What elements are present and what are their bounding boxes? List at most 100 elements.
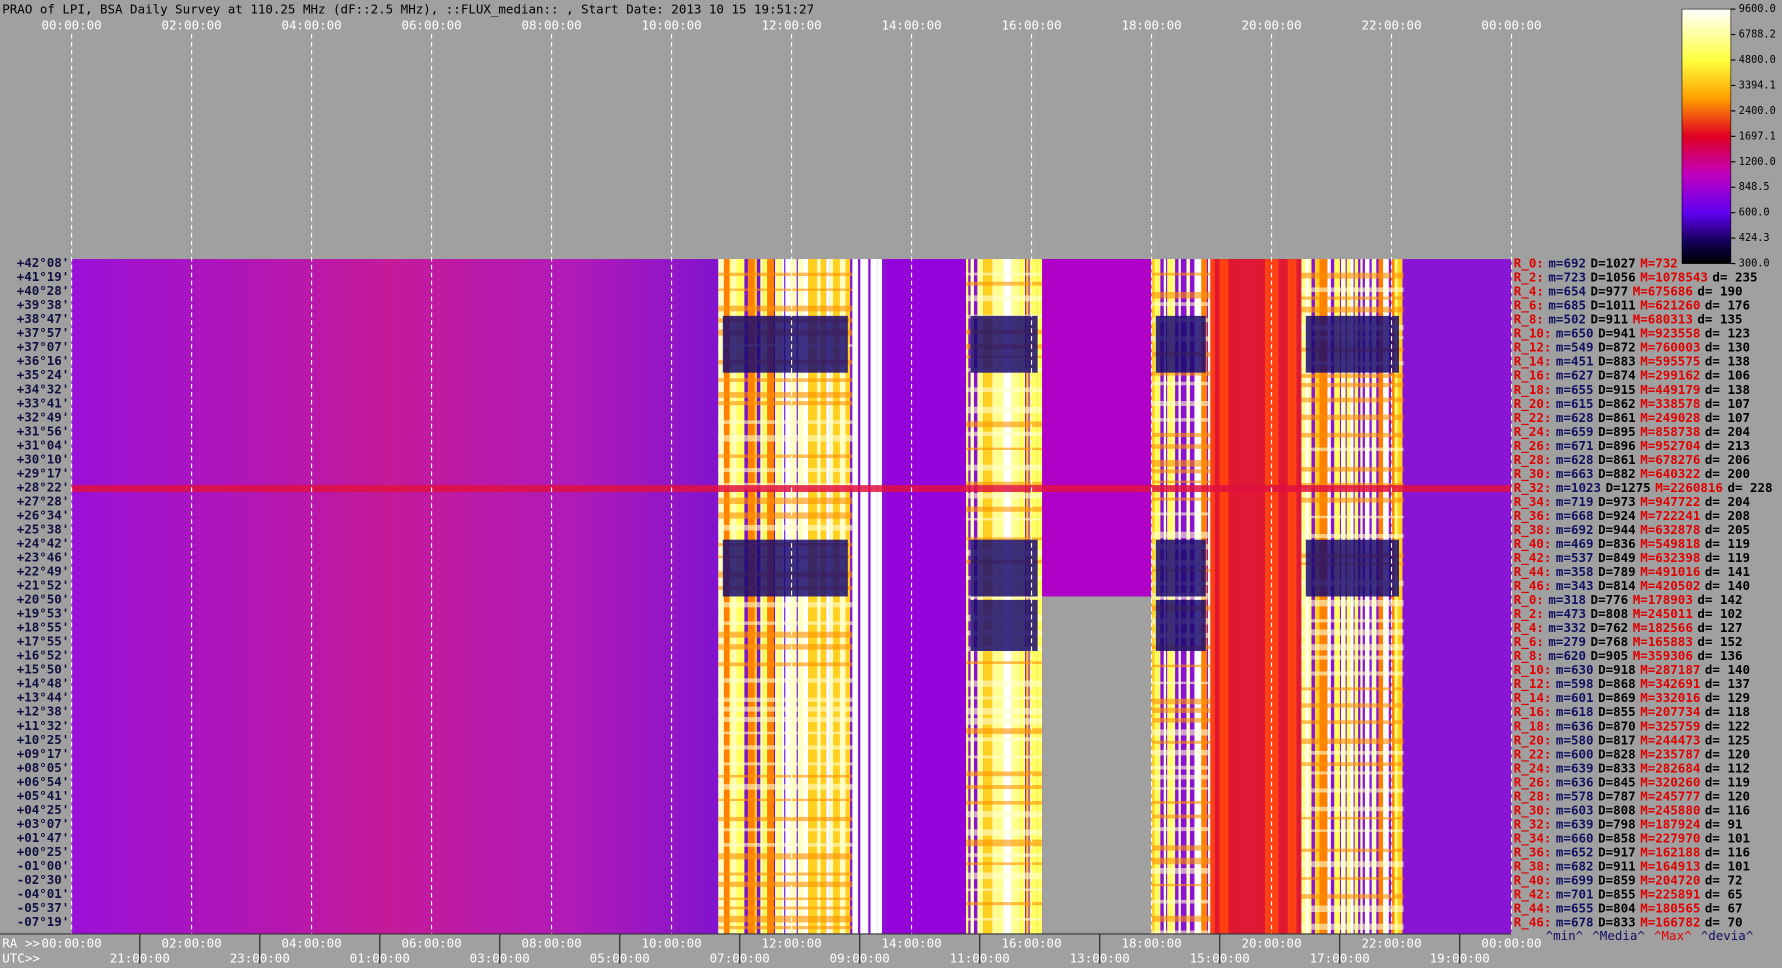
colorbar-label: 1697.1 xyxy=(1739,131,1776,142)
stat: d= 152 xyxy=(1697,634,1742,649)
colorbar-label: 300.0 xyxy=(1739,259,1770,270)
stat: R_24: xyxy=(1514,760,1552,776)
declination: +04°25' xyxy=(17,802,70,817)
stat: D=861 xyxy=(1598,409,1636,424)
stat: M=621260 xyxy=(1640,297,1700,312)
stat: d= 200 xyxy=(1705,465,1750,480)
utc-tick-label: 09:00:00 xyxy=(830,950,890,965)
hband xyxy=(1301,687,1404,691)
stat: d= 125 xyxy=(1705,732,1750,747)
stat: m=719 xyxy=(1556,493,1594,508)
stripe xyxy=(1237,259,1243,934)
stat: R_30: xyxy=(1514,802,1552,818)
stat: R_20: xyxy=(1514,732,1552,748)
stat: M=282684 xyxy=(1640,760,1700,775)
stat: m=654 xyxy=(1548,283,1586,298)
hband xyxy=(1301,905,1404,913)
stat: D=1056 xyxy=(1591,269,1636,284)
stat: R_22: xyxy=(1514,409,1552,425)
stat: R_26: xyxy=(1514,774,1552,790)
stripe xyxy=(1269,259,1274,934)
hband xyxy=(718,816,853,822)
declination: +15°50' xyxy=(17,662,70,677)
hband xyxy=(1301,447,1404,452)
hband xyxy=(1301,671,1404,676)
stats-row: R_16: m=618 D=855 M=207734 d= 118 xyxy=(1514,704,1750,720)
hband xyxy=(1151,915,1211,922)
stat: R_8: xyxy=(1514,648,1544,664)
stat: m=318 xyxy=(1548,592,1586,607)
hband xyxy=(1151,868,1211,874)
hband xyxy=(718,906,853,910)
hband xyxy=(966,707,1043,715)
hband xyxy=(718,497,853,505)
hband xyxy=(718,272,853,277)
hband xyxy=(718,915,853,923)
stat: m=615 xyxy=(1556,395,1594,410)
top-tick-label: 14:00:00 xyxy=(881,18,941,33)
declination: +32°49' xyxy=(17,409,70,424)
stat: m=537 xyxy=(1556,550,1594,565)
hband xyxy=(1151,698,1211,705)
hband xyxy=(1151,371,1211,376)
hband xyxy=(718,843,853,847)
hband xyxy=(1301,762,1404,767)
stat: R_12: xyxy=(1514,676,1552,692)
gap xyxy=(1042,596,1152,934)
stat: R_26: xyxy=(1514,437,1552,453)
declination: +22°49' xyxy=(17,564,70,579)
stat: D=789 xyxy=(1598,564,1636,579)
hband xyxy=(1301,750,1404,755)
stat: D=883 xyxy=(1598,353,1636,368)
hband xyxy=(1301,414,1404,420)
stats-row: R_38: m=692 D=944 M=632878 d= 205 xyxy=(1514,521,1750,537)
hband xyxy=(966,431,1043,437)
stripe xyxy=(1292,259,1297,934)
declination: +12°38' xyxy=(17,704,70,719)
hband xyxy=(718,524,853,531)
colorbar-label: 9600.0 xyxy=(1739,4,1776,15)
stats-row: R_40: m=699 D=859 M=204720 d= 72 xyxy=(1514,872,1743,888)
stat: R_4: xyxy=(1514,283,1544,299)
stats-row: R_20: m=580 D=817 M=244473 d= 125 xyxy=(1514,732,1750,748)
stat: d= 91 xyxy=(1705,816,1743,831)
declination: +28°22' xyxy=(17,479,70,494)
stat: R_34: xyxy=(1514,493,1552,509)
declination: +37°07' xyxy=(17,339,70,354)
hband xyxy=(966,464,1043,471)
stat: R_38: xyxy=(1514,521,1552,537)
stat: d= 101 xyxy=(1705,830,1750,845)
stat: R_22: xyxy=(1514,746,1552,762)
hband xyxy=(1151,718,1211,723)
stat: M=332016 xyxy=(1640,690,1700,705)
stat: R_6: xyxy=(1514,297,1544,313)
hband xyxy=(966,281,1043,286)
hband xyxy=(966,755,1043,759)
hband xyxy=(1151,749,1211,756)
hband xyxy=(1301,272,1404,279)
hband xyxy=(1151,707,1211,713)
colorbar-label: 848.5 xyxy=(1739,182,1770,193)
stat: M=760003 xyxy=(1640,339,1700,354)
hband xyxy=(1301,861,1404,868)
stat: m=671 xyxy=(1556,437,1594,452)
stat: D=768 xyxy=(1591,634,1629,649)
stat: R_36: xyxy=(1514,507,1552,523)
stat: D=905 xyxy=(1591,648,1629,663)
declination: +36°16' xyxy=(17,353,70,368)
ra-tick-label: 00:00:00 xyxy=(1481,936,1541,951)
stat: d= 228 xyxy=(1727,479,1772,494)
stats-row: R_16: m=627 D=874 M=299162 d= 106 xyxy=(1514,367,1750,383)
hband xyxy=(966,295,1043,302)
ra-tick-label: 02:00:00 xyxy=(162,936,222,951)
hband xyxy=(718,288,853,291)
declination: +27°28' xyxy=(17,493,70,508)
stats-row: R_44: m=358 D=789 M=491016 d= 141 xyxy=(1514,564,1750,580)
stat: m=620 xyxy=(1548,648,1586,663)
stripe xyxy=(1283,259,1288,934)
stats-row: R_40: m=469 D=836 M=549818 d= 119 xyxy=(1514,535,1750,551)
footer-item: ^Media^ xyxy=(1592,928,1645,943)
stat: D=762 xyxy=(1591,620,1629,635)
stat: D=833 xyxy=(1598,760,1636,775)
hband xyxy=(1301,829,1404,832)
